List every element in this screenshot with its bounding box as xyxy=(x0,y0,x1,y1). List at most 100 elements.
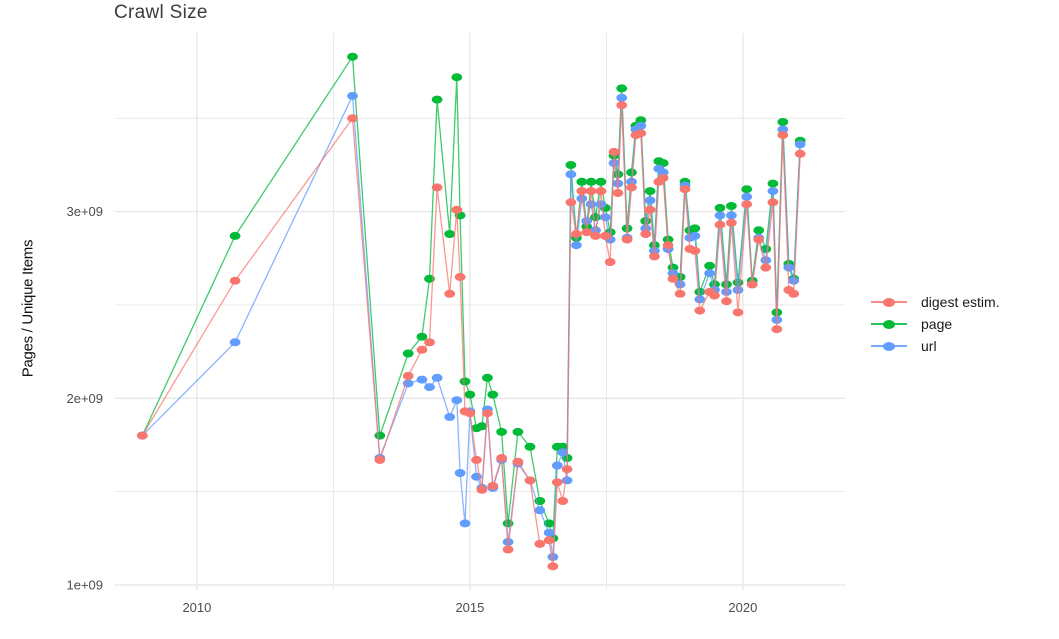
data-point-page xyxy=(451,73,463,82)
data-point-page xyxy=(741,185,753,194)
series-line-url xyxy=(141,93,801,558)
data-point-url xyxy=(561,476,573,485)
data-point-digest-estim xyxy=(694,306,706,315)
data-point-digest-estim xyxy=(547,562,559,571)
data-point-digest-estim xyxy=(644,205,656,214)
y-tick-label: 1e+09 xyxy=(66,577,103,592)
data-point-url xyxy=(451,396,463,405)
data-point-digest-estim xyxy=(229,276,241,285)
data-point-digest-estim xyxy=(576,187,588,196)
data-point-digest-estim xyxy=(585,187,597,196)
data-point-digest-estim xyxy=(512,457,524,466)
data-point-digest-estim xyxy=(136,431,148,440)
data-point-digest-estim xyxy=(741,200,753,209)
data-point-digest-estim xyxy=(689,246,701,255)
data-point-digest-estim xyxy=(608,147,620,156)
data-point-url xyxy=(726,211,737,220)
data-point-digest-estim xyxy=(347,114,358,123)
data-point-digest-estim xyxy=(674,289,686,298)
data-point-url xyxy=(557,448,569,457)
series-line-digest-estim xyxy=(141,105,801,567)
data-point-digest-estim xyxy=(709,291,720,300)
data-point-digest-estim xyxy=(431,183,443,192)
data-point-digest-estim xyxy=(565,198,577,207)
data-point-page xyxy=(644,187,656,196)
data-point-digest-estim xyxy=(612,189,624,197)
data-point-page xyxy=(476,422,488,431)
data-point-url xyxy=(576,194,588,203)
data-point-url xyxy=(635,121,647,130)
data-point-url xyxy=(767,187,779,196)
data-point-page xyxy=(229,231,241,240)
data-point-url xyxy=(459,519,471,528)
data-point-url xyxy=(657,168,669,177)
data-point-digest-estim xyxy=(454,273,466,281)
data-point-digest-estim xyxy=(662,241,674,250)
data-point-digest-estim xyxy=(487,482,499,490)
legend-item-digest-estim: digest estim. xyxy=(869,291,1000,313)
data-point-digest-estim xyxy=(771,325,783,334)
data-point-url xyxy=(431,373,443,382)
y-axis-title: Pages / Unique Items xyxy=(19,239,37,378)
data-point-digest-estim xyxy=(649,252,660,261)
data-point-digest-estim xyxy=(551,478,563,487)
data-point-page xyxy=(595,177,607,186)
data-point-url xyxy=(581,217,593,225)
data-point-digest-estim xyxy=(590,231,601,240)
data-point-digest-estim xyxy=(616,101,628,110)
data-point-digest-estim xyxy=(496,454,507,462)
data-point-page xyxy=(496,427,507,436)
data-point-digest-estim xyxy=(726,218,737,227)
data-point-digest-estim xyxy=(444,289,456,298)
gridlines xyxy=(115,33,845,590)
data-point-page xyxy=(767,179,779,188)
data-point-page xyxy=(374,431,386,440)
y-tick-label: 2e+09 xyxy=(66,391,103,406)
data-point-digest-estim xyxy=(635,129,647,138)
series-url xyxy=(136,91,806,561)
data-point-page xyxy=(459,377,471,386)
data-point-url xyxy=(794,140,806,149)
series-digest-estim xyxy=(136,101,806,571)
data-point-digest-estim xyxy=(424,338,435,347)
data-point-url xyxy=(534,506,546,515)
data-point-url xyxy=(416,375,428,384)
data-point-digest-estim xyxy=(788,289,800,298)
data-point-digest-estim xyxy=(471,455,482,464)
data-point-url xyxy=(783,263,795,272)
data-point-digest-estim xyxy=(561,465,573,474)
data-point-page xyxy=(347,52,358,61)
data-point-page xyxy=(689,224,701,233)
data-point-page xyxy=(714,203,726,212)
legend-item-page: page xyxy=(869,313,1000,335)
data-point-url xyxy=(689,231,701,240)
data-point-digest-estim xyxy=(746,280,758,289)
legend-key-icon xyxy=(869,295,909,309)
data-point-digest-estim xyxy=(595,187,607,196)
data-point-digest-estim xyxy=(374,455,386,464)
legend-label: digest estim. xyxy=(921,294,1000,310)
x-tick-label: 2010 xyxy=(182,600,211,615)
data-point-page xyxy=(753,226,765,235)
data-point-digest-estim xyxy=(581,228,593,237)
data-point-digest-estim xyxy=(732,308,744,317)
legend-key-icon xyxy=(869,317,909,331)
data-point-page xyxy=(402,349,414,358)
data-point-page xyxy=(777,118,789,126)
data-point-url xyxy=(565,170,577,179)
data-point-page xyxy=(524,442,536,451)
data-point-url xyxy=(454,469,466,477)
data-point-digest-estim xyxy=(543,536,555,545)
data-point-url xyxy=(694,295,706,304)
data-point-digest-estim xyxy=(451,205,463,214)
data-point-page xyxy=(512,427,524,436)
data-point-page xyxy=(431,95,443,104)
data-point-url xyxy=(667,269,679,278)
data-point-url xyxy=(543,528,555,537)
data-point-digest-estim xyxy=(621,235,633,244)
data-point-digest-estim xyxy=(760,263,772,272)
data-point-digest-estim xyxy=(534,539,546,548)
data-point-digest-estim xyxy=(571,230,582,238)
